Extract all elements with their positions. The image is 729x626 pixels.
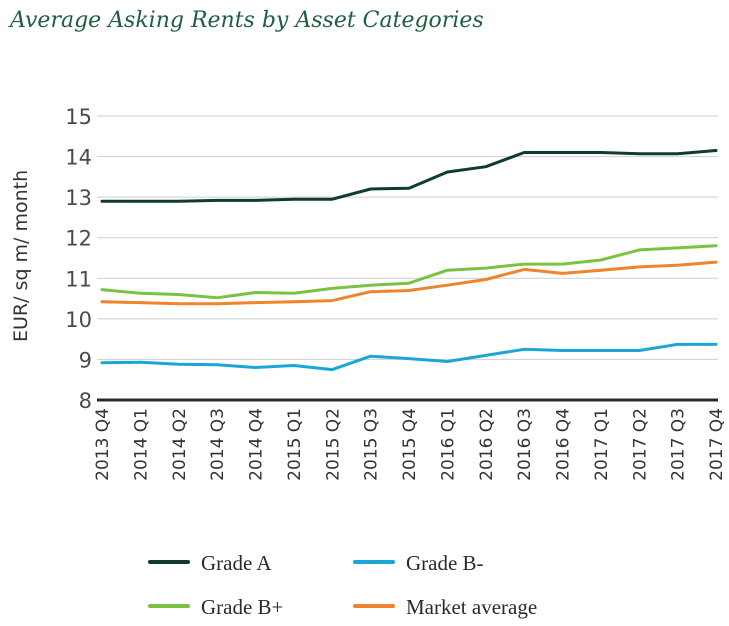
series-line-grade-b- (100, 342, 718, 372)
grid-lines (97, 115, 718, 360)
legend-label: Market average (406, 595, 537, 619)
x-tick-label: 2015 Q4 (400, 408, 420, 481)
y-tick-label: 14 (65, 146, 92, 170)
legend-label: Grade B- (406, 551, 484, 575)
y-axis-label: EUR/ sq m/ month (10, 170, 32, 342)
x-tick-label: 2016 Q3 (515, 408, 535, 481)
series-line-grade-a (100, 149, 718, 203)
x-tick-label: 2017 Q3 (669, 408, 689, 481)
y-tick-label: 15 (65, 105, 92, 129)
legend: Grade A Grade B- Grade B+ Market average (148, 551, 537, 619)
series-line-market-average (100, 260, 718, 306)
x-tick-label: 2015 Q2 (323, 408, 343, 481)
y-tick-label: 12 (65, 227, 92, 251)
chart-title: Average Asking Rents by Asset Categories (10, 8, 484, 33)
x-tick-label: 2013 Q4 (93, 408, 113, 481)
series-line-grade-b- (100, 244, 718, 300)
x-tick-label: 2016 Q2 (477, 408, 497, 481)
x-tick-label: 2014 Q1 (131, 408, 151, 481)
series-lines (100, 149, 718, 372)
legend-label: Grade B+ (201, 595, 283, 619)
x-tick-label: 2016 Q1 (438, 408, 458, 481)
y-tick-label: 8 (79, 389, 92, 413)
y-tick-label: 10 (65, 308, 92, 332)
x-tick-label: 2015 Q3 (362, 408, 382, 481)
x-tick-label: 2016 Q4 (554, 408, 574, 481)
x-tick-label: 2017 Q4 (707, 408, 727, 481)
y-axis-ticks: 8 9 10 11 12 13 14 15 (65, 105, 92, 413)
x-tick-label: 2015 Q1 (285, 408, 305, 481)
x-axis-ticks: 2013 Q4 2014 Q1 2014 Q2 2014 Q3 2014 Q4 2015 … (93, 408, 727, 481)
x-tick-label: 2017 Q1 (592, 408, 612, 481)
y-tick-label: 11 (65, 267, 92, 291)
legend-label: Grade A (201, 551, 272, 575)
y-tick-label: 13 (65, 186, 92, 210)
x-tick-label: 2014 Q3 (208, 408, 228, 481)
x-tick-label: 2017 Q2 (630, 408, 650, 481)
x-tick-label: 2014 Q4 (247, 408, 267, 481)
y-tick-label: 9 (79, 348, 92, 372)
x-tick-label: 2014 Q2 (170, 408, 190, 481)
